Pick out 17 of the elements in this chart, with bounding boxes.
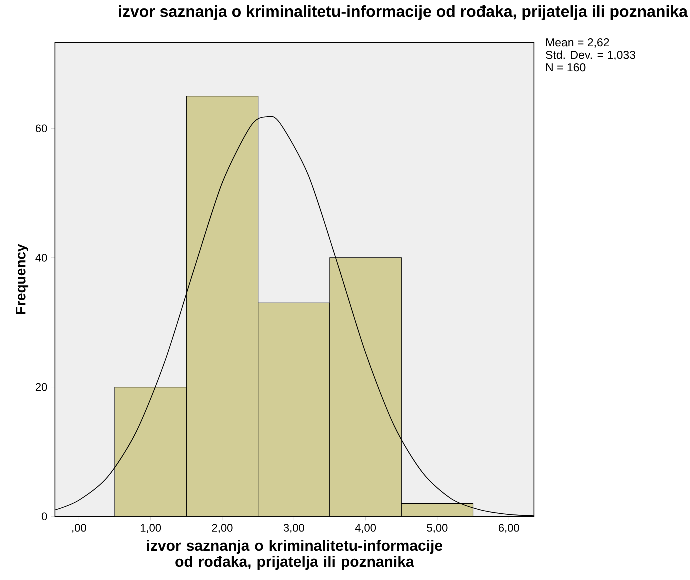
y-tick-label: 20 bbox=[36, 383, 48, 392]
text: Mean = 2,62 bbox=[546, 38, 610, 48]
text: N = 160 bbox=[546, 64, 586, 72]
text: Std. Dev. = 1,033 bbox=[546, 50, 636, 61]
y-tick-label: 60 bbox=[36, 124, 48, 133]
x-tick-label: 4,00 bbox=[355, 524, 376, 534]
x-tick-label: 1,00 bbox=[140, 524, 162, 534]
x-tick-label: 2,00 bbox=[212, 524, 233, 534]
y-axis-title: Frequency bbox=[16, 244, 29, 314]
x-tick-label: 6,00 bbox=[498, 524, 520, 534]
x-axis-title: izvor saznanja o kriminalitetu-informacije od rođaka, prijatelja ili poznanika bbox=[147, 540, 443, 570]
y-tick-label: 40 bbox=[36, 254, 48, 262]
x-tick-label: 5,00 bbox=[427, 524, 448, 534]
chart-title: izvor saznanja o kriminalitetu-informacije od rođaka, prijatelja ili poznanika bbox=[119, 6, 688, 20]
x-tick-label: ,00 bbox=[72, 524, 86, 534]
x-tick-label: 3,00 bbox=[284, 524, 304, 534]
y-tick-label: 0 bbox=[42, 512, 48, 521]
